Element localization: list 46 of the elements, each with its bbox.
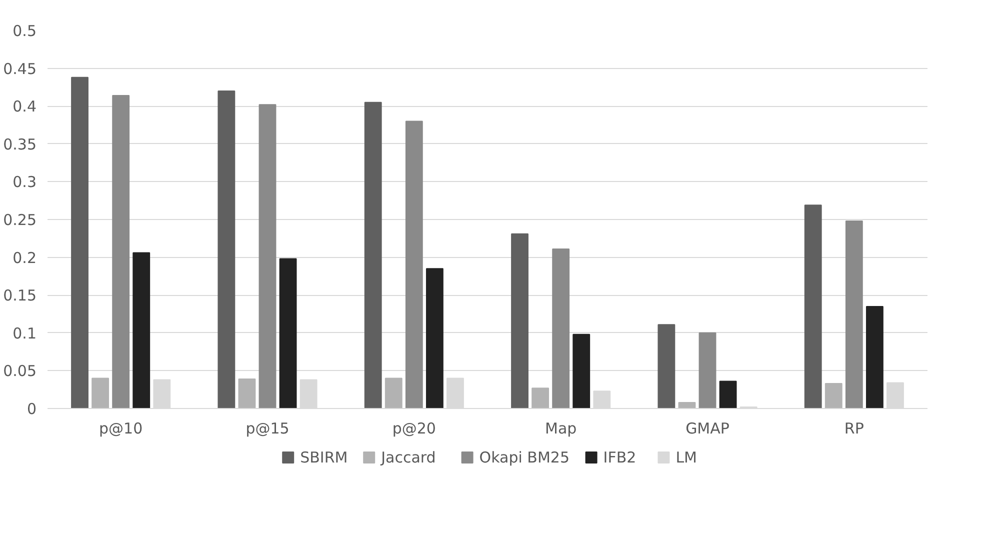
legend-label: Jaccard [380, 448, 436, 466]
bar [572, 334, 590, 408]
x-tick-label: p@10 [99, 420, 143, 438]
bar [698, 332, 716, 408]
legend-label: LM [676, 448, 698, 466]
bar [218, 90, 236, 408]
y-tick-label: 0.1 [12, 324, 37, 342]
y-tick-label: 0.45 [3, 60, 37, 78]
x-tick-label: GMAP [686, 420, 730, 438]
bar [804, 204, 822, 408]
bar [658, 324, 676, 408]
legend-label: IFB2 [603, 448, 636, 466]
bar [258, 104, 276, 408]
bar [845, 220, 863, 408]
bar [112, 95, 130, 408]
y-tick-label: 0.15 [3, 286, 37, 305]
bar [279, 258, 297, 408]
y-tick-label: 0.4 [12, 98, 37, 116]
bar [71, 76, 88, 408]
legend-label: SBIRM [300, 448, 348, 466]
bar [532, 388, 550, 408]
y-tick-label: 0.05 [3, 362, 37, 380]
bar [866, 306, 884, 408]
x-tick-label: Map [545, 420, 577, 438]
bar [719, 380, 737, 408]
bar [511, 233, 528, 408]
bar [238, 378, 256, 408]
bar [132, 252, 150, 408]
x-tick-label: p@15 [246, 420, 290, 438]
legend-label: Okapi BM25 [479, 448, 570, 466]
y-tick-label: 0.5 [12, 22, 37, 40]
bar [552, 248, 570, 408]
x-tick-label: p@20 [392, 420, 436, 438]
y-tick-label: 0.2 [12, 248, 37, 267]
bar [405, 120, 423, 408]
x-tick-label: RP [844, 420, 864, 438]
bar [384, 378, 402, 408]
y-tick-label: 0.3 [12, 173, 37, 192]
y-tick-label: 0 [26, 400, 37, 418]
bar [92, 378, 110, 408]
y-tick-label: 0.25 [3, 211, 37, 229]
y-tick-label: 0.35 [3, 135, 37, 154]
bar [678, 402, 696, 408]
bar [364, 102, 382, 408]
bar [426, 268, 444, 408]
bar [824, 383, 842, 408]
